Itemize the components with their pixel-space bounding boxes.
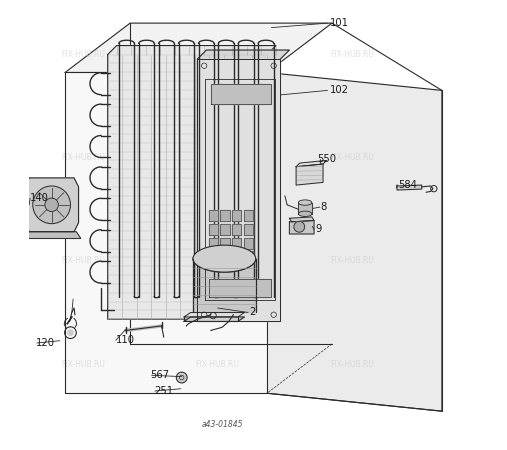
Polygon shape <box>296 160 327 166</box>
Text: FIX-HUB.RU: FIX-HUB.RU <box>196 153 239 162</box>
Text: FIX-HUB.RU: FIX-HUB.RU <box>61 360 105 369</box>
Text: 8: 8 <box>321 202 327 212</box>
Polygon shape <box>209 210 218 221</box>
Circle shape <box>33 186 70 224</box>
Polygon shape <box>221 210 230 221</box>
Ellipse shape <box>193 245 256 272</box>
Polygon shape <box>65 72 267 393</box>
Polygon shape <box>184 317 244 321</box>
Polygon shape <box>244 224 253 235</box>
Polygon shape <box>298 202 312 214</box>
Ellipse shape <box>298 211 312 216</box>
Polygon shape <box>107 45 276 319</box>
Polygon shape <box>209 252 218 263</box>
Text: 101: 101 <box>330 18 349 28</box>
Text: 584: 584 <box>398 180 417 189</box>
Text: FIX-HUB.RU: FIX-HUB.RU <box>61 50 105 59</box>
Text: FIX-HUB.RU: FIX-HUB.RU <box>196 360 239 369</box>
Text: 251: 251 <box>154 386 173 396</box>
Text: 550: 550 <box>318 153 337 164</box>
Text: 9: 9 <box>315 225 321 234</box>
Polygon shape <box>244 210 253 221</box>
Polygon shape <box>221 224 230 235</box>
Text: FIX-HUB.RU: FIX-HUB.RU <box>61 153 105 162</box>
Circle shape <box>176 372 187 383</box>
Polygon shape <box>197 50 289 321</box>
Text: 120: 120 <box>35 338 54 348</box>
Text: 102: 102 <box>330 86 349 95</box>
Polygon shape <box>209 238 218 249</box>
Polygon shape <box>289 220 314 234</box>
Text: 110: 110 <box>116 335 135 345</box>
Polygon shape <box>184 312 244 317</box>
Circle shape <box>45 198 58 212</box>
Polygon shape <box>232 224 241 235</box>
Text: FIX-HUB.RU: FIX-HUB.RU <box>196 256 239 266</box>
Polygon shape <box>197 59 280 321</box>
Text: FIX-HUB.RU: FIX-HUB.RU <box>330 256 374 266</box>
Text: FIX-HUB.RU: FIX-HUB.RU <box>330 153 374 162</box>
Text: 567: 567 <box>150 370 169 380</box>
Polygon shape <box>221 238 230 249</box>
Polygon shape <box>209 224 218 235</box>
Ellipse shape <box>298 200 312 205</box>
Polygon shape <box>244 238 253 249</box>
Text: 2: 2 <box>249 307 256 318</box>
Text: 140: 140 <box>29 193 49 203</box>
Polygon shape <box>209 279 271 297</box>
Polygon shape <box>244 252 253 263</box>
Polygon shape <box>232 238 241 249</box>
Text: a43-01845: a43-01845 <box>201 420 243 429</box>
Text: FIX-HUB.RU: FIX-HUB.RU <box>61 256 105 266</box>
Polygon shape <box>232 252 241 263</box>
Circle shape <box>294 221 305 232</box>
Polygon shape <box>22 178 79 232</box>
Polygon shape <box>267 72 442 411</box>
Polygon shape <box>397 185 422 190</box>
Polygon shape <box>211 84 271 104</box>
Circle shape <box>68 330 73 335</box>
Text: FIX-HUB.RU: FIX-HUB.RU <box>330 50 374 59</box>
Polygon shape <box>289 217 314 222</box>
Polygon shape <box>232 210 241 221</box>
Text: FIX-HUB.RU: FIX-HUB.RU <box>330 360 374 369</box>
Polygon shape <box>65 23 332 72</box>
Polygon shape <box>296 164 323 185</box>
Polygon shape <box>221 252 230 263</box>
Text: FIX-HUB.RU: FIX-HUB.RU <box>196 50 239 59</box>
Polygon shape <box>22 232 81 238</box>
Polygon shape <box>193 259 256 312</box>
